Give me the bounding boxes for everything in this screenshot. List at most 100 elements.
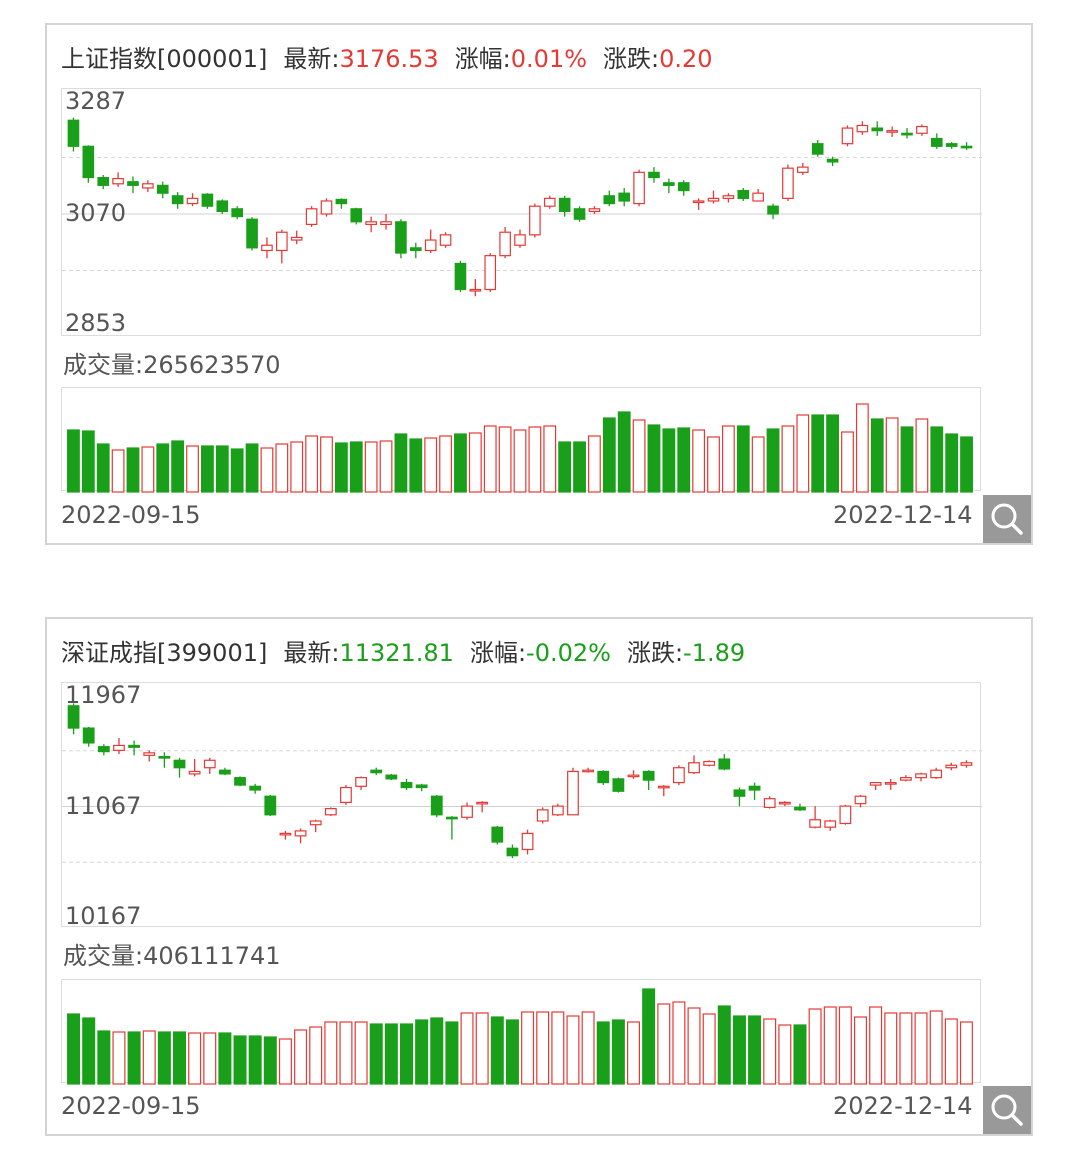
volume-bar: [394, 433, 408, 493]
candle: [915, 772, 927, 782]
volume-bar: [959, 1021, 973, 1085]
volume-bar: [141, 446, 155, 493]
volume-bar: [111, 449, 125, 493]
search-icon: [991, 1094, 1023, 1126]
volume-bar: [602, 417, 616, 493]
volume-bar: [334, 442, 348, 493]
candle: [582, 767, 594, 773]
candle: [350, 207, 363, 225]
candlestick-plot: [62, 703, 982, 863]
change-pct-label: 涨幅:: [469, 639, 527, 667]
volume-bar: [439, 435, 452, 493]
volume-bar: [369, 1023, 383, 1085]
candle: [249, 783, 262, 794]
volume-bar: [309, 1026, 323, 1085]
candle: [203, 757, 216, 774]
candle: [484, 253, 497, 293]
candle: [603, 190, 616, 207]
volume-bar: [929, 1010, 943, 1085]
volume-bar: [930, 426, 944, 493]
candle: [707, 190, 720, 204]
change-pct-value: -0.02%: [526, 639, 611, 667]
candle: [945, 762, 958, 771]
volume-bar: [763, 1018, 777, 1085]
price-chart: [61, 682, 982, 927]
volume-bar: [900, 426, 914, 493]
volume-bar: [647, 424, 661, 493]
candle: [733, 787, 746, 807]
candle: [558, 195, 571, 217]
candle: [886, 126, 898, 137]
candle: [627, 770, 640, 779]
candle: [305, 206, 318, 228]
volume-bar: [808, 1008, 822, 1085]
candle: [763, 796, 776, 809]
volume-bar: [551, 1011, 565, 1085]
candle: [415, 783, 428, 792]
zoom-button[interactable]: [983, 1086, 1031, 1134]
candle: [370, 767, 383, 776]
latest-label: 最新:: [283, 45, 340, 73]
candle: [234, 776, 246, 787]
candle: [633, 169, 645, 207]
candle: [491, 825, 504, 845]
volume-bar: [248, 1035, 262, 1085]
candle: [824, 819, 837, 831]
volume-bar: [884, 1012, 898, 1085]
volume-bar: [278, 1038, 292, 1085]
zoom-button[interactable]: [983, 495, 1031, 543]
candle: [400, 778, 413, 791]
candle: [395, 219, 407, 259]
candle: [778, 801, 791, 807]
volume-bar: [399, 1023, 414, 1085]
volume-bar: [796, 414, 810, 493]
volume-bar: [543, 425, 557, 493]
volume-bar: [275, 443, 289, 493]
candle: [97, 174, 110, 190]
volume-bar: [944, 1018, 958, 1085]
volume-caption: 成交量:406111741: [63, 936, 281, 971]
volume-bar: [263, 1036, 277, 1085]
volume-bar: [662, 428, 676, 493]
candle: [67, 703, 80, 735]
candle: [430, 794, 443, 818]
volume-bar: [566, 1015, 580, 1085]
volume-bar: [233, 1035, 247, 1085]
volume-caption: 成交量:265623570: [63, 345, 281, 380]
volume-bar: [766, 428, 780, 493]
volume-bar: [384, 1023, 398, 1085]
candle: [294, 828, 307, 844]
candle: [446, 816, 458, 840]
candle: [737, 187, 750, 201]
volume-bar: [230, 448, 244, 493]
end-date: 2022-12-14: [833, 501, 973, 529]
y-tick-low: 2853: [65, 309, 127, 337]
volume-bar: [483, 425, 497, 493]
candle: [752, 189, 764, 202]
start-date: 2022-09-15: [61, 501, 201, 529]
candle: [748, 782, 761, 800]
candle: [156, 181, 169, 199]
volume-bar: [415, 1019, 429, 1085]
y-tick-mid: 3070: [65, 199, 127, 227]
volume-bar: [454, 433, 467, 493]
candle: [340, 785, 352, 805]
volume-bar: [617, 411, 631, 493]
volume-bar: [460, 1012, 474, 1085]
volume-bar: [841, 431, 854, 493]
volume-bar: [260, 447, 274, 493]
volume-bar: [838, 1006, 852, 1085]
candle: [246, 217, 258, 251]
candle: [657, 785, 670, 797]
volume-bar: [823, 1006, 837, 1085]
candle: [186, 193, 199, 207]
volume-bar: [717, 1005, 731, 1085]
change-value: -1.89: [683, 639, 746, 667]
y-tick-high: 3287: [65, 87, 127, 115]
candle: [811, 140, 824, 157]
candle: [809, 806, 821, 829]
volume-bar: [869, 1006, 883, 1085]
volume-bar: [424, 437, 438, 493]
volume-bar: [215, 445, 229, 493]
volume-bar: [82, 1017, 96, 1085]
